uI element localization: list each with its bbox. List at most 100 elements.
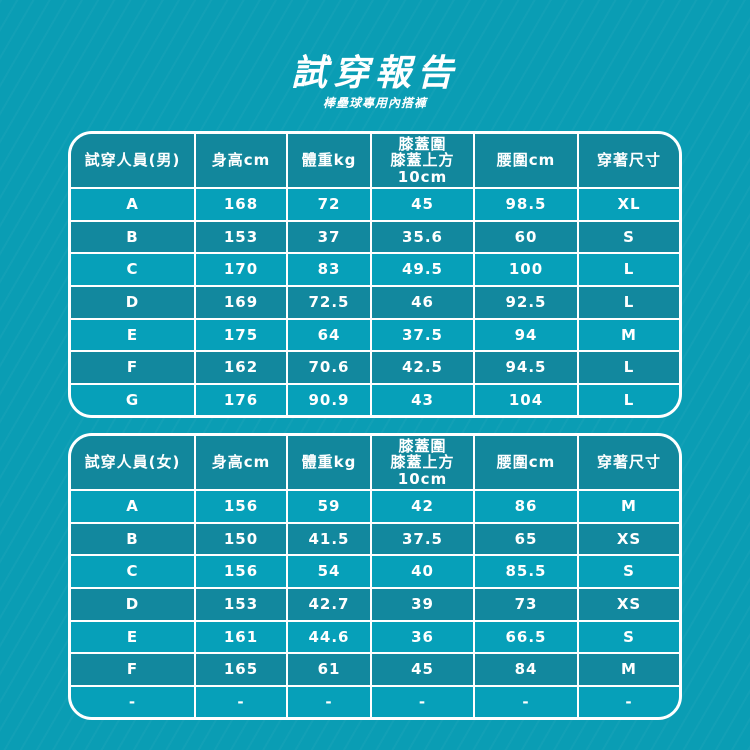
- table-cell: A: [71, 187, 196, 222]
- header-label: 膝蓋圍 膝蓋上方10cm: [390, 436, 455, 488]
- table-cell: 86: [473, 489, 579, 524]
- table-cell: 98.5: [473, 187, 579, 222]
- table-cell: 156: [194, 489, 288, 524]
- table-cell: -: [577, 685, 679, 717]
- table-row: A 156 59 42 86 M: [71, 489, 679, 524]
- header-row: 試穿人員(女) 身高cm 體重kg 膝蓋圍 膝蓋上方10cm 腰圍cm 穿著尺寸: [71, 436, 679, 491]
- table-cell: 85.5: [473, 554, 579, 590]
- table-cell: B: [71, 219, 196, 255]
- table-cell: D: [71, 587, 196, 622]
- table-cell: 37.5: [370, 521, 475, 557]
- column-header: 體重kg: [286, 134, 372, 189]
- table-row: G 176 90.9 43 104 L: [71, 383, 679, 415]
- column-header: 體重kg: [286, 436, 372, 491]
- header-label: 穿著尺寸: [596, 151, 661, 170]
- table-cell: C: [71, 554, 196, 590]
- table-cell: 162: [194, 350, 288, 386]
- column-header: 身高cm: [194, 134, 288, 189]
- table-cell: 37.5: [370, 317, 475, 353]
- table-cell: 40: [370, 554, 475, 590]
- header-label: 體重kg: [301, 151, 357, 170]
- column-header: 腰圍cm: [473, 134, 579, 189]
- table-row: E 175 64 37.5 94 M: [71, 317, 679, 353]
- table-cell: M: [577, 489, 679, 524]
- page-subtitle: 棒壘球專用內搭褲: [322, 96, 427, 110]
- table-cell: 54: [286, 554, 372, 590]
- table-row: D 153 42.7 39 73 XS: [71, 587, 679, 622]
- table-cell: G: [71, 383, 196, 415]
- column-header: 身高cm: [194, 436, 288, 491]
- table-cell: 94.5: [473, 350, 579, 386]
- table-row: F 165 61 45 84 M: [71, 652, 679, 688]
- table-cell: E: [71, 619, 196, 655]
- column-header: 穿著尺寸: [577, 134, 679, 189]
- table-cell: 44.6: [286, 619, 372, 655]
- table-row: B 153 37 35.6 60 S: [71, 219, 679, 255]
- table-cell: 37: [286, 219, 372, 255]
- table-cell: A: [71, 489, 196, 524]
- table-cell: 42.7: [286, 587, 372, 622]
- table-cell: M: [577, 652, 679, 688]
- table-cell: S: [577, 219, 679, 255]
- table-cell: 64: [286, 317, 372, 353]
- table-row: C 170 83 49.5 100 L: [71, 252, 679, 288]
- table-cell: 165: [194, 652, 288, 688]
- table-cell: 92.5: [473, 285, 579, 320]
- column-header: 試穿人員(女): [71, 436, 196, 491]
- header-label: 試穿人員(女): [84, 453, 181, 472]
- table-cell: F: [71, 652, 196, 688]
- table-cell: S: [577, 554, 679, 590]
- table-cell: 175: [194, 317, 288, 353]
- male-table: 試穿人員(男) 身高cm 體重kg 膝蓋圍 膝蓋上方10cm 腰圍cm 穿著尺寸 A 168 72…: [68, 131, 682, 418]
- table-cell: XL: [577, 187, 679, 222]
- table-cell: 41.5: [286, 521, 372, 557]
- table-cell: 65: [473, 521, 579, 557]
- table-cell: 176: [194, 383, 288, 415]
- table-cell: L: [577, 285, 679, 320]
- column-header: 試穿人員(男): [71, 134, 196, 189]
- table-cell: 60: [473, 219, 579, 255]
- column-header: 穿著尺寸: [577, 436, 679, 491]
- table-cell: -: [370, 685, 475, 717]
- table-cell: E: [71, 317, 196, 353]
- table-cell: L: [577, 383, 679, 415]
- table-cell: M: [577, 317, 679, 353]
- table-cell: S: [577, 619, 679, 655]
- column-header: 膝蓋圍 膝蓋上方10cm: [370, 436, 475, 491]
- table-cell: 150: [194, 521, 288, 557]
- table-cell: 45: [370, 187, 475, 222]
- table-row: C 156 54 40 85.5 S: [71, 554, 679, 590]
- table-cell: F: [71, 350, 196, 386]
- table-cell: 104: [473, 383, 579, 415]
- table-cell: 72.5: [286, 285, 372, 320]
- table-cell: 169: [194, 285, 288, 320]
- table-cell: 72: [286, 187, 372, 222]
- header-label: 身高cm: [211, 151, 271, 170]
- header-label: 腰圍cm: [496, 151, 556, 170]
- header-label: 膝蓋圍 膝蓋上方10cm: [390, 134, 455, 186]
- table-cell: 168: [194, 187, 288, 222]
- table-row: E 161 44.6 36 66.5 S: [71, 619, 679, 655]
- header-label: 身高cm: [211, 453, 271, 472]
- table-cell: 94: [473, 317, 579, 353]
- table-cell: 73: [473, 587, 579, 622]
- table-cell: 35.6: [370, 219, 475, 255]
- table-cell: -: [194, 685, 288, 717]
- table-cell: 45: [370, 652, 475, 688]
- table-cell: 49.5: [370, 252, 475, 288]
- table-cell: 83: [286, 252, 372, 288]
- table-cell: 84: [473, 652, 579, 688]
- table-cell: 46: [370, 285, 475, 320]
- table-cell: 66.5: [473, 619, 579, 655]
- table-cell: B: [71, 521, 196, 557]
- table-row: F 162 70.6 42.5 94.5 L: [71, 350, 679, 386]
- female-table: 試穿人員(女) 身高cm 體重kg 膝蓋圍 膝蓋上方10cm 腰圍cm 穿著尺寸 A 156 59…: [68, 433, 682, 720]
- table-cell: XS: [577, 521, 679, 557]
- table-row: A 168 72 45 98.5 XL: [71, 187, 679, 222]
- table-cell: C: [71, 252, 196, 288]
- table-cell: 161: [194, 619, 288, 655]
- header-label: 體重kg: [301, 453, 357, 472]
- table-cell: -: [286, 685, 372, 717]
- table-cell: 36: [370, 619, 475, 655]
- table-cell: 42: [370, 489, 475, 524]
